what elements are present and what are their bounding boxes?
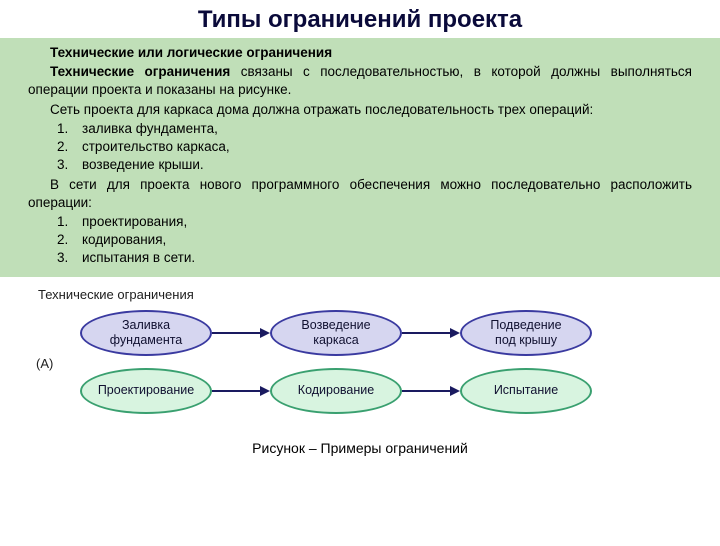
row-label-a: (A): [36, 356, 53, 371]
list-item: строительство каркаса,: [72, 138, 692, 156]
flow-arrow: [212, 328, 270, 338]
text-block: Технические или логические ограничения Т…: [0, 38, 720, 277]
list-item: проектирования,: [72, 213, 692, 231]
diagram-area: Технические ограничения Заливка фундамен…: [0, 277, 720, 432]
page-title: Типы ограничений проекта: [0, 6, 720, 34]
diagram-header: Технические ограничения: [38, 287, 710, 302]
flowchart: Заливка фундамента Возведение каркаса Подв…: [18, 308, 710, 432]
flow-node: Кодирование: [270, 368, 402, 414]
flow-node: Заливка фундамента: [80, 310, 212, 356]
text-subheading: Технические или логические ограничения: [50, 45, 332, 60]
flow-arrow: [402, 328, 460, 338]
flow-node: Испытание: [460, 368, 592, 414]
list-item: испытания в сети.: [72, 249, 692, 267]
list-item: кодирования,: [72, 231, 692, 249]
figure-caption: Рисунок – Примеры ограничений: [0, 440, 720, 456]
flow-arrow: [212, 386, 270, 396]
text-paragraph-2: Сеть проекта для каркаса дома должна отр…: [28, 101, 692, 119]
flow-node: Проектирование: [80, 368, 212, 414]
flow-node: Подведение под крышу: [460, 310, 592, 356]
text-list-1: заливка фундамента, строительство каркас…: [28, 120, 692, 175]
list-item: заливка фундамента,: [72, 120, 692, 138]
text-paragraph-3: В сети для проекта нового программного о…: [28, 176, 692, 212]
flow-node: Возведение каркаса: [270, 310, 402, 356]
text-paragraph-1: Технические ограничения связаны с послед…: [28, 63, 692, 99]
list-item: возведение крыши.: [72, 156, 692, 174]
text-list-2: проектирования, кодирования, испытания в…: [28, 213, 692, 268]
flow-arrow: [402, 386, 460, 396]
